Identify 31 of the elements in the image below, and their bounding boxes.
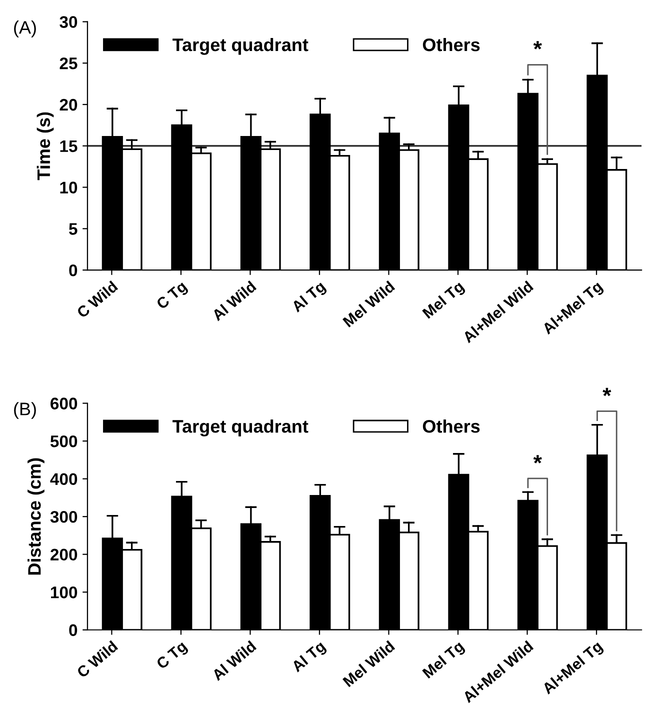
x-tick-label: Al Tg (290, 280, 328, 316)
legend-label: Target quadrant (172, 420, 308, 436)
y-tick-label: 500 (50, 435, 78, 448)
y-tick-label: 30 (60, 16, 78, 28)
x-tick-label: Mel Tg (422, 640, 466, 681)
annotation: * (533, 455, 542, 464)
y-tick-label: 0 (69, 264, 78, 276)
y-tick-label: 5 (69, 223, 78, 235)
x-tick-label: C Tg (156, 280, 190, 312)
y-tick-label: 600 (50, 398, 78, 410)
y-tick-label: 100 (51, 586, 78, 598)
y-tick-label: 25 (60, 58, 78, 70)
y-axis-title: Distance (cm) (28, 458, 44, 575)
y-tick-label: 300 (50, 510, 78, 523)
x-tick-label: Al Tg (290, 640, 328, 675)
y-axis-title: Time (s) (36, 112, 54, 180)
y-tick-label: 0 (69, 624, 78, 636)
y-tick-label: 20 (60, 98, 78, 111)
x-tick-label: Mel Tg (422, 280, 466, 322)
legend-label: Target quadrant (172, 38, 308, 55)
y-tick-label: 400 (50, 473, 78, 486)
x-tick-label: C Tg (156, 640, 190, 672)
legend-label: Others (422, 420, 480, 433)
y-tick-label: 10 (60, 182, 78, 194)
text: (B) (14, 402, 36, 419)
text: (A) (14, 20, 36, 38)
annotation: * (533, 41, 542, 50)
y-tick-label: 200 (50, 548, 78, 561)
legend-label: Others (422, 38, 480, 52)
y-tick-label: 15 (60, 140, 78, 152)
annotation: * (602, 388, 612, 396)
